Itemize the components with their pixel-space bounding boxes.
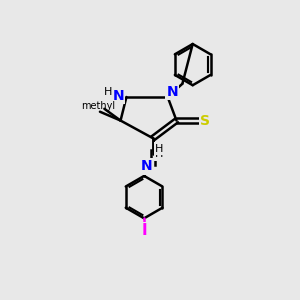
Text: N: N xyxy=(141,159,152,173)
Text: methyl: methyl xyxy=(81,101,116,111)
Text: S: S xyxy=(200,114,210,128)
Text: I: I xyxy=(141,223,147,238)
Text: N: N xyxy=(166,85,178,99)
Text: H: H xyxy=(155,149,164,159)
Text: H: H xyxy=(155,143,164,154)
Text: N: N xyxy=(112,88,124,103)
Text: H: H xyxy=(104,87,112,97)
